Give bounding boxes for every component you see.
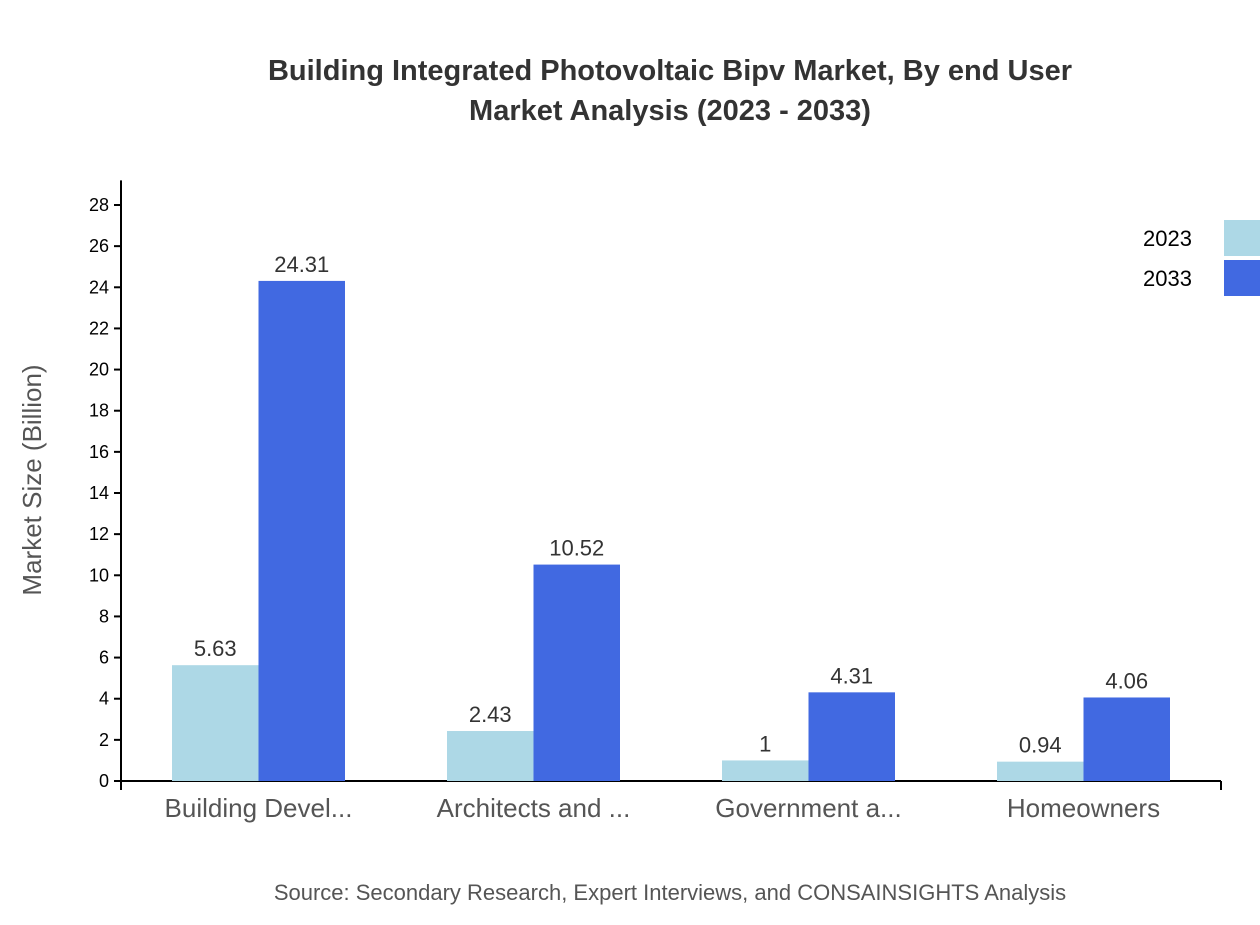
- x-tick-label: Building Devel...: [165, 793, 353, 823]
- x-tick-label: Homeowners: [1007, 793, 1160, 823]
- data-label: 10.52: [549, 536, 604, 561]
- x-axis: Building Devel... Architects and ... Gover…: [120, 780, 1222, 823]
- data-label: 5.63: [194, 636, 237, 661]
- y-tick-label: 22: [89, 318, 109, 338]
- y-tick-label: 2: [99, 730, 109, 750]
- legend: 2023 2033: [1143, 220, 1260, 296]
- x-tick-label: Architects and ...: [437, 793, 631, 823]
- data-label: 24.31: [274, 252, 329, 277]
- y-tick-label: 20: [89, 360, 109, 380]
- y-tick-label: 10: [89, 565, 109, 585]
- bar-2033: [258, 280, 345, 781]
- chart-title-line-2: Market Analysis (2023 - 2033): [469, 95, 871, 127]
- chart-title-line-1: Building Integrated Photovoltaic Bipv Ma…: [268, 55, 1072, 87]
- y-axis-label: Market Size (Billion): [17, 364, 47, 595]
- source-note: Source: Secondary Research, Expert Inter…: [274, 880, 1066, 905]
- y-tick-label: 26: [89, 236, 109, 256]
- y-tick-label: 12: [89, 524, 109, 544]
- y-tick-label: 14: [89, 483, 109, 503]
- legend-swatch: [1224, 220, 1260, 256]
- data-label: 2.43: [469, 702, 512, 727]
- legend-label: 2023: [1143, 226, 1192, 251]
- bar-2023: [997, 761, 1084, 781]
- bar-2023: [447, 731, 534, 781]
- data-label: 4.31: [830, 663, 873, 688]
- y-tick-label: 18: [89, 401, 109, 421]
- y-tick-label: 24: [89, 277, 109, 297]
- bars: 5.63 24.31 2.43 10.52 1 4.31 0.94 4.06: [172, 252, 1170, 781]
- y-tick-label: 16: [89, 442, 109, 462]
- x-tick-label: Government a...: [715, 793, 901, 823]
- bar-2023: [722, 760, 809, 781]
- y-tick-label: 4: [99, 689, 109, 709]
- y-tick-label: 6: [99, 648, 109, 668]
- legend-swatch: [1224, 260, 1260, 296]
- y-tick-label: 8: [99, 606, 109, 626]
- data-label: 1: [759, 731, 771, 756]
- y-tick-label: 0: [99, 771, 109, 791]
- legend-label: 2033: [1143, 266, 1192, 291]
- data-label: 0.94: [1019, 733, 1062, 758]
- bar-2033: [808, 692, 895, 781]
- bar-2033: [533, 564, 620, 781]
- bar-2033: [1083, 697, 1170, 781]
- data-label: 4.06: [1105, 668, 1148, 693]
- y-tick-label: 28: [89, 195, 109, 215]
- bar-2023: [172, 665, 259, 781]
